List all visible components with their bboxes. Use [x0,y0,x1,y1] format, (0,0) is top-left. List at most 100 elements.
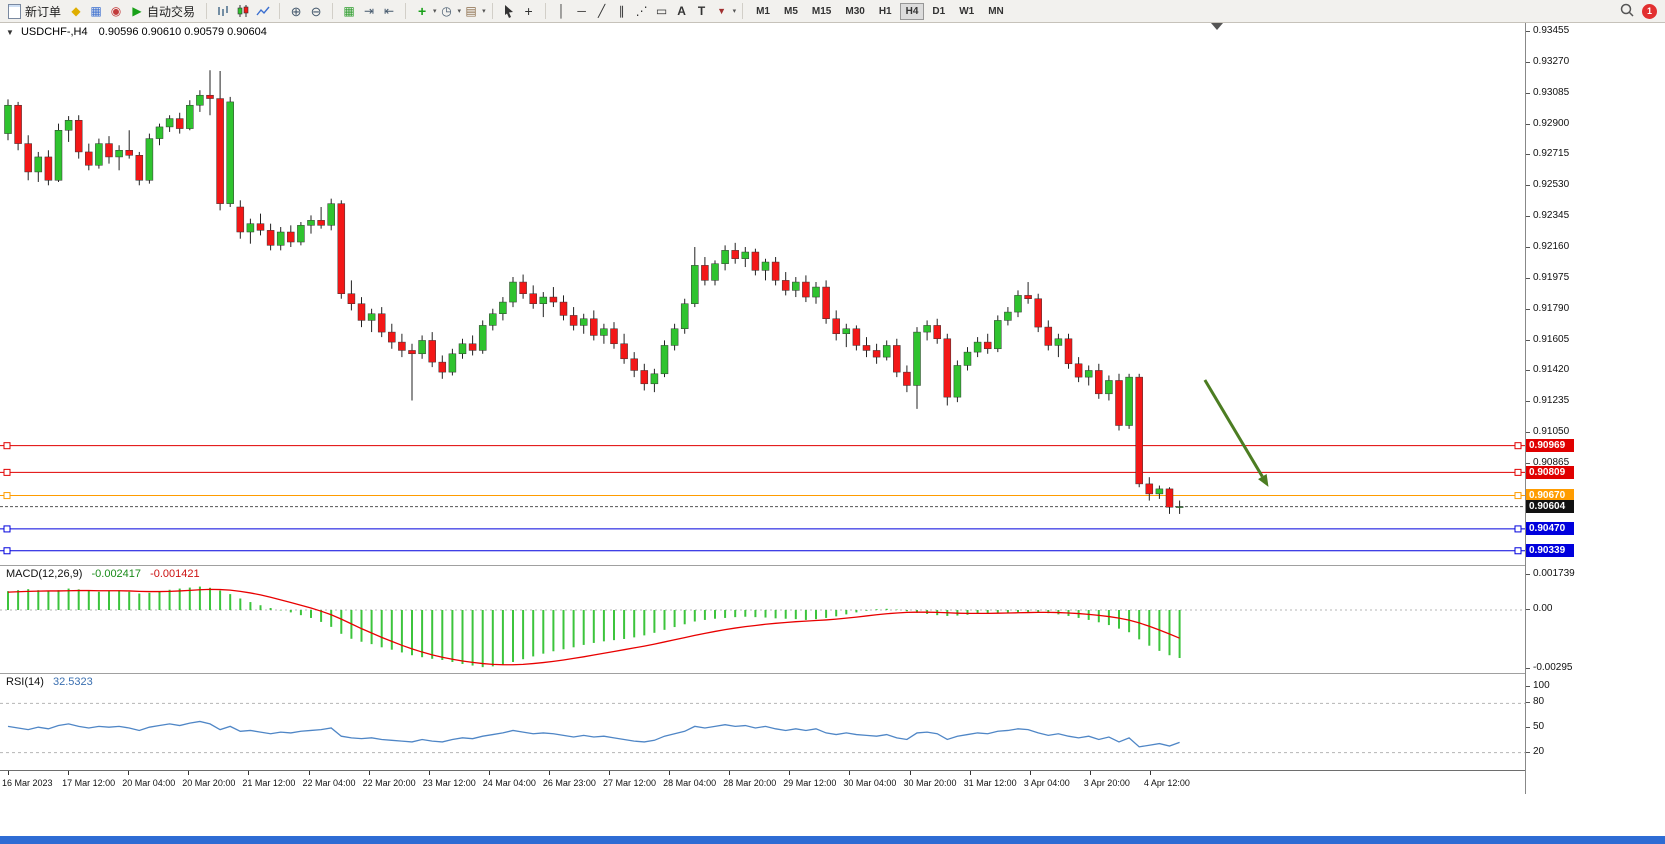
zoom-in-icon[interactable]: ⊕ [290,3,302,19]
candle-body [246,223,255,233]
notification-badge[interactable]: 1 [1642,3,1657,19]
time-label: 28 Mar 20:00 [723,778,777,788]
price-tick-mark [1526,185,1530,187]
channel-icon[interactable]: ∥ [618,4,625,18]
candle-body [367,313,376,321]
search-icon[interactable] [1620,3,1634,20]
candle-body [832,318,840,335]
arrows-dropdown-icon[interactable]: ▾ [732,8,737,15]
vertical-line-icon[interactable]: │ [557,4,566,18]
price-tick-label: 0.91235 [1533,395,1570,407]
zoom-out-icon[interactable]: ⊖ [310,3,322,19]
tile-windows-icon[interactable]: ▦ [343,4,355,18]
templates-dropdown-icon[interactable]: ▾ [482,8,486,15]
timeframe-mn-button[interactable]: MN [982,3,1010,20]
chart-shift-icon[interactable]: ⇤ [384,4,395,18]
time-label: 24 Mar 04:00 [482,778,536,788]
timeframe-h4-button[interactable]: H4 [899,2,925,20]
candle-body [792,281,800,291]
templates-icon[interactable]: ▤ [465,4,477,18]
candle-body [660,345,669,375]
line-anchor-marker[interactable] [1514,492,1522,500]
shapes-icon[interactable]: ▭ [655,4,668,18]
periods-dropdown-icon[interactable]: ▾ [457,8,462,15]
line-chart-icon[interactable] [253,2,273,20]
line-anchor-marker[interactable] [3,525,11,533]
main-chart-canvas[interactable] [0,22,1525,565]
arrows-icon[interactable]: ▼ [717,5,727,16]
trendline-icon[interactable]: ╱ [597,4,606,18]
one-click-trading-icon[interactable]: ▼ [6,28,14,37]
line-anchor-marker[interactable] [1514,525,1522,533]
line-anchor-marker[interactable] [3,547,11,555]
time-axis[interactable]: 16 Mar 2023 17 Mar 12:00 20 Mar 04:00 20 Ma… [0,770,1665,794]
line-anchor-marker[interactable] [1514,468,1522,476]
timeframe-m5-button[interactable]: M5 [778,3,804,20]
candle-body [337,203,346,294]
price-tick-mark [1526,31,1530,32]
chart-window: ▼ USDCHF-,H4 0.90596 0.90610 0.90579 0.9… [0,22,1665,794]
current-price-tag: 0.90604 [1526,500,1574,514]
time-tick-mark [609,771,610,775]
indicator-group: + ▾ ◷ ▾ ▤ ▾ [409,0,489,22]
price-tag: 0.90339 [1526,544,1574,558]
candle-body [620,343,628,360]
candle-body [600,328,608,336]
candle-body [1054,338,1063,346]
timeframe-w1-button[interactable]: W1 [953,3,980,20]
line-anchor-marker[interactable] [3,468,11,476]
trend-arrow-line[interactable] [1203,379,1264,478]
community-icon[interactable]: ◉ [110,4,122,18]
line-anchor-marker[interactable] [1514,442,1522,450]
candle-body [105,143,113,158]
candle-body [317,220,325,226]
metaeditor-icon[interactable]: ◆ [71,4,81,18]
periods-icon[interactable]: ◷ [441,4,452,18]
time-label: 23 Mar 12:00 [422,778,476,788]
timeframe-h1-button[interactable]: H1 [873,3,898,20]
candle-body [34,156,43,173]
horizontal-line-icon[interactable]: ─ [577,4,586,18]
candle-body [822,286,830,319]
price-axis[interactable]: 0.93455 0.93270 0.93085 0.92900 0.92715 0.925… [1525,22,1665,794]
timeframe-d1-button[interactable]: D1 [926,3,951,20]
macd-signal-value: -0.001421 [150,568,200,580]
cursor-icon[interactable] [499,2,519,20]
candle-body [913,331,921,386]
text-icon[interactable]: A [677,4,686,18]
time-label: 16 Mar 2023 [2,778,53,788]
candlestick-chart-icon[interactable] [233,2,253,20]
time-tick-mark [1149,771,1151,775]
time-label: 4 Apr 12:00 [1143,778,1190,788]
candle-body [4,104,12,134]
line-anchor-marker[interactable] [3,442,11,450]
line-anchor-marker[interactable] [1514,547,1522,555]
crosshair-icon[interactable]: + [524,3,533,19]
time-tick-mark [789,771,791,775]
text-label-icon[interactable]: T [697,4,706,18]
auto-scroll-icon[interactable]: ⇥ [364,4,375,18]
macd-axis-label: 0.00 [1533,603,1553,614]
price-tick-label: 0.93085 [1533,86,1570,98]
candle-body [489,313,497,326]
price-tick-mark [1526,463,1530,465]
timeframe-m15-button[interactable]: M15 [806,3,837,20]
indicators-icon[interactable]: + [417,3,427,19]
indicators-dropdown-icon[interactable]: ▾ [433,8,437,15]
bar-chart-icon[interactable] [213,2,233,20]
time-tick-mark [729,771,731,775]
autotrading-button[interactable]: ▶ 自动交易 [126,0,200,22]
candle-body [882,345,891,358]
line-anchor-marker[interactable] [3,492,11,500]
chart-shift-marker[interactable] [1211,23,1223,30]
new-order-button[interactable]: 新订单 [3,1,66,22]
rsi-panel-canvas[interactable] [0,673,1525,770]
market-watch-icon[interactable]: ▦ [90,4,102,18]
candle-body [1084,370,1093,378]
timeframe-m1-button[interactable]: M1 [750,3,776,20]
candle-body [14,104,22,144]
timeframe-m30-button[interactable]: M30 [839,3,870,20]
fibonacci-icon[interactable]: ⋰ [635,4,648,18]
candle-body [1175,506,1184,508]
macd-panel-canvas[interactable] [0,565,1525,673]
